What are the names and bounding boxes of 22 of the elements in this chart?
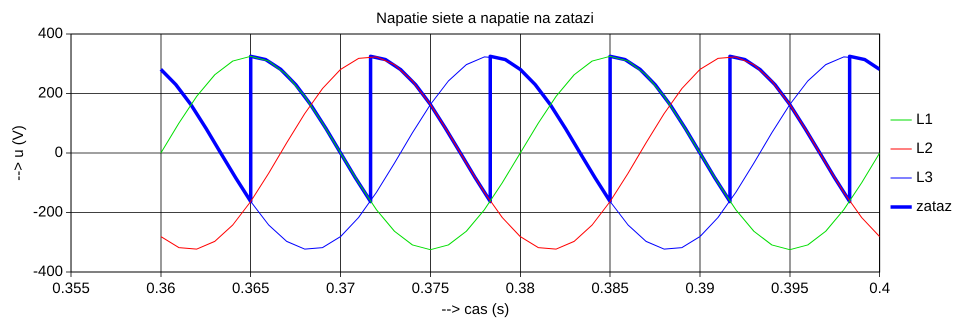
x-tick-label: 0.38 [506, 280, 535, 298]
y-tick-label: 400 [38, 25, 64, 42]
y-tick-label: 200 [38, 84, 64, 102]
x-tick-label: 0.39 [685, 280, 715, 298]
legend-label: zataz [916, 198, 952, 216]
x-tick-label: 0.365 [232, 280, 270, 298]
x-tick-label: 0.355 [52, 280, 90, 298]
y-tick-label: -200 [32, 204, 64, 221]
y-tick-label: -400 [32, 263, 64, 280]
x-tick-label: 0.37 [326, 280, 356, 298]
x-tick-label: 0.375 [412, 280, 450, 298]
legend-label: L2 [916, 140, 933, 158]
legend-label: L3 [916, 169, 933, 186]
x-axis-title: --> cas (s) [441, 301, 510, 318]
legend-label: L1 [916, 111, 933, 128]
y-axis-title: --> u (V) [10, 125, 28, 181]
chart-title: Napatie siete a napatie na zatazi [376, 10, 594, 28]
y-tick-label: 0 [54, 144, 64, 162]
x-tick-label: 0.385 [591, 280, 629, 298]
x-tick-label: 0.4 [869, 280, 890, 298]
x-tick-label: 0.36 [146, 280, 176, 298]
x-tick-label: 0.395 [771, 280, 809, 298]
